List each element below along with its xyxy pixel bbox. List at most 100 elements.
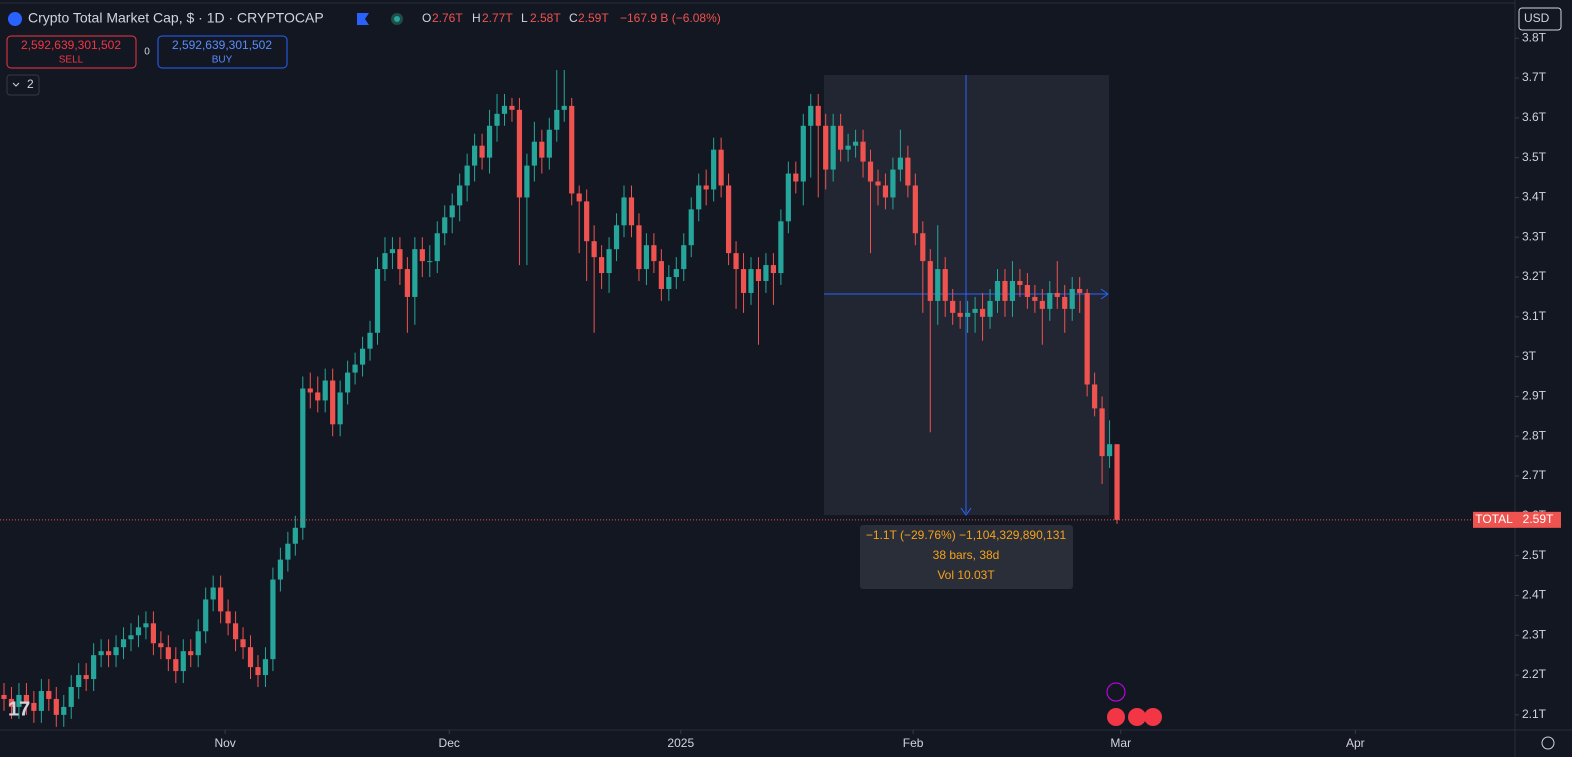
measure-tooltip (860, 525, 1073, 589)
candle-body (165, 647, 171, 660)
y-tick-label: 3T (1522, 349, 1537, 363)
symbol-label-bg (1473, 511, 1515, 528)
sell-price[interactable]: 2,592,639,301,502 (21, 38, 121, 52)
candle-body (479, 145, 485, 158)
candle-body (815, 105, 821, 126)
candle-body (793, 173, 799, 182)
candle-body (651, 245, 657, 262)
candle-body (397, 249, 403, 270)
candle-body (61, 706, 67, 715)
logo: 17 (8, 698, 30, 720)
candle-body (359, 348, 366, 365)
candle-body (972, 308, 978, 313)
candle-body (457, 185, 463, 206)
candle-body (232, 623, 239, 640)
candle-body (942, 269, 948, 301)
y-tick-label: 2.1T (1522, 707, 1547, 721)
y-tick-label: 2.9T (1522, 389, 1547, 403)
candle-body (636, 225, 642, 270)
legend-o: 2.76T (432, 11, 463, 25)
candle-body (890, 169, 896, 198)
candle-body (91, 655, 97, 680)
candle-body (1069, 288, 1075, 309)
currency[interactable]: USD (1524, 11, 1550, 25)
candle-body (322, 380, 328, 401)
candle-body (180, 651, 186, 672)
candle-body (688, 209, 694, 246)
candle-body (1047, 292, 1053, 309)
measure-change: −1.1T (−29.76%) −1,104,329,890,131 (866, 528, 1067, 542)
candle-body (330, 380, 336, 425)
settings-icon[interactable] (1541, 736, 1555, 750)
candle-body (748, 269, 754, 293)
y-tick-label: 2.8T (1522, 428, 1547, 442)
candle-body (950, 300, 956, 313)
candle-body (337, 392, 343, 425)
candle-body (38, 690, 44, 711)
candle-body (546, 129, 552, 158)
candle-body (1099, 408, 1105, 457)
event-icon (1128, 708, 1146, 726)
candle-body (509, 105, 515, 110)
y-tick-label: 2.3T (1522, 627, 1547, 641)
candle-body (412, 249, 418, 297)
candle-body (8, 698, 15, 707)
candle-body (1, 694, 7, 699)
candle-body (599, 257, 605, 274)
legend-h-key: H (472, 11, 481, 25)
x-tick-label: Apr (1346, 736, 1365, 750)
y-tick-label: 3.3T (1522, 229, 1547, 243)
candle-body (554, 109, 560, 130)
x-tick-label: 2025 (667, 736, 694, 750)
candle-body (770, 265, 777, 274)
y-tick-label: 3.6T (1522, 110, 1547, 124)
sell-label[interactable]: SELL (59, 55, 84, 66)
buy-label[interactable]: BUY (212, 55, 233, 66)
price-label-bg (1515, 511, 1561, 528)
candle-body (262, 659, 269, 676)
candle-body (935, 269, 941, 301)
candle-body (979, 308, 986, 317)
legend-h: 2.77T (482, 11, 513, 25)
candle-body (23, 694, 30, 703)
candle-body (1032, 296, 1038, 301)
candle-body (882, 185, 889, 198)
candle-body (1062, 296, 1068, 309)
x-tick-label: Feb (903, 736, 924, 750)
candle-body (1054, 292, 1060, 297)
indicators-toggle[interactable] (6, 74, 40, 96)
candle-body (718, 149, 724, 186)
candle-body (83, 675, 89, 680)
candle-body (255, 667, 261, 676)
price-label: 2.59T (1523, 512, 1554, 526)
y-tick-label: 3.5T (1522, 150, 1547, 164)
candle-body (965, 312, 971, 317)
candle-body (389, 249, 396, 254)
candle-body (494, 113, 500, 126)
candle-body (53, 698, 59, 715)
candle-body (203, 599, 209, 632)
candle-body (367, 332, 373, 349)
indicators-count[interactable]: 2 (27, 77, 34, 91)
currency-button[interactable] (1518, 7, 1562, 31)
candle-body (531, 141, 537, 166)
buy-price[interactable]: 2,592,639,301,502 (172, 38, 272, 52)
candle-body (501, 105, 508, 114)
candle-body (158, 643, 164, 648)
candle-body (755, 269, 762, 282)
candle-body (150, 623, 156, 644)
candle-body (763, 265, 769, 282)
candle-body (76, 675, 82, 688)
candle-body (897, 157, 903, 170)
candle-body (277, 559, 283, 580)
candle-body (524, 165, 530, 198)
candle-body (920, 233, 926, 262)
candle-body (539, 141, 545, 158)
sell-button[interactable] (6, 35, 137, 69)
candle-body (449, 205, 455, 218)
buy-button[interactable] (157, 35, 288, 69)
legend-c-key: C (569, 11, 578, 25)
